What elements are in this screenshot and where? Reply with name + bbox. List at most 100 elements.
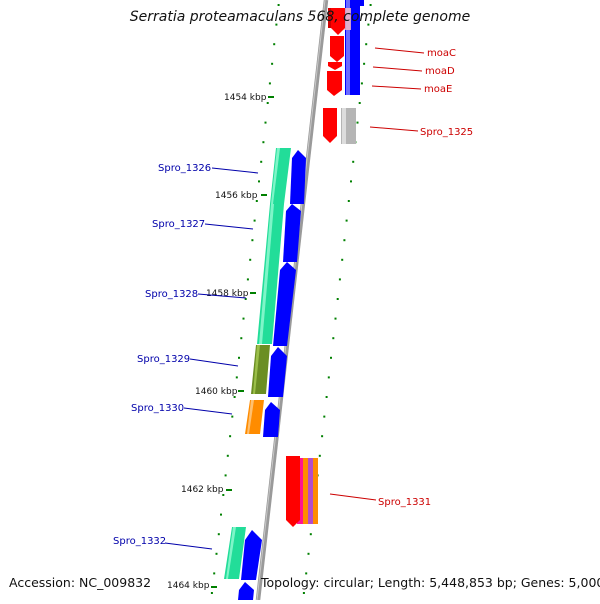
tick-dot-right (330, 356, 332, 359)
kbp-tick: 1462 kbp (181, 485, 232, 495)
cog-box (270, 148, 291, 204)
cog-track-left (224, 148, 291, 579)
tick-dot-right (350, 180, 352, 183)
label-leader-line (374, 47, 425, 54)
tick-dot-left (220, 513, 222, 516)
tick-dot-right (341, 258, 344, 261)
kbp-tick: 1460 kbp (195, 387, 244, 397)
tick-dot-left (235, 376, 238, 379)
cog-box (247, 400, 254, 434)
gene-arrow-reverse (323, 108, 337, 143)
kbp-tick-label: 1456 kbp (215, 191, 258, 201)
tick-dot-right (327, 376, 330, 379)
kbp-ticks: 1454 kbp 1456 kbp 1458 kbp 1460 kbp 1462… (167, 93, 274, 591)
label-leader-line (371, 85, 422, 90)
tick-dot-left (262, 141, 265, 144)
tick-dot-left (249, 258, 252, 261)
kbp-tick-label: 1460 kbp (195, 387, 238, 397)
tick-dot-right (338, 278, 341, 281)
gene-arrow-forward (241, 530, 262, 580)
tick-dot-right (347, 200, 350, 202)
gene-arrow-reverse (286, 456, 300, 527)
label-leader-line (189, 358, 239, 367)
tick-dot-right (332, 337, 335, 340)
gene-arrow-forward (350, 0, 364, 6)
cog-box (308, 458, 313, 524)
kbp-tick: 1454 kbp (224, 93, 274, 103)
tick-dot-left (229, 435, 232, 438)
label-leader-line (369, 126, 419, 132)
tick-dot-left (244, 298, 247, 300)
tick-dot-right (307, 552, 310, 555)
label-leader-line (372, 66, 423, 72)
tick-dot-left (231, 415, 234, 418)
tick-dot-left (246, 278, 249, 281)
tick-dot-right (365, 43, 368, 46)
label-leader-line (164, 542, 213, 550)
tick-dot-left (277, 4, 280, 6)
tick-dot-left (275, 23, 278, 26)
kbp-tick: 1458 kbp (206, 289, 256, 299)
tick-dot-left (210, 592, 213, 594)
gene-label-moaD: moaD (425, 66, 455, 77)
cog-box (253, 345, 260, 394)
map-title: Serratia proteamaculans 568, complete ge… (129, 9, 471, 25)
cog-box (303, 458, 308, 524)
tick-dot-left (266, 102, 269, 104)
gene-arrow-reverse-highlight (328, 8, 331, 28)
accession-text: Accession: NC_009832 (9, 575, 152, 590)
kbp-tick-label: 1464 kbp (167, 581, 210, 591)
tick-dot-left (255, 200, 258, 202)
tick-dot-right (352, 160, 355, 163)
gene-label-Spro_1326: Spro_1326 (158, 163, 211, 174)
tick-dot-right (336, 298, 339, 300)
tick-dot-left (213, 572, 216, 575)
gene-arrow-forward (268, 347, 287, 397)
tick-dot-left (224, 474, 227, 477)
tick-dot-right (325, 396, 328, 398)
tick-dot-right (309, 533, 312, 536)
tick-dot-left (238, 356, 240, 359)
tick-dot-left (268, 82, 271, 85)
tick-dot-left (217, 533, 220, 536)
cog-box (259, 204, 274, 344)
cog-box (271, 148, 280, 204)
tick-dot-left (242, 317, 245, 320)
gene-arrow-reverse (330, 36, 344, 62)
gene-label-Spro_1332: Spro_1332 (113, 536, 166, 547)
kbp-tick-label: 1458 kbp (206, 289, 249, 299)
genome-summary-text: Topology: circular; Length: 5,448,853 bp… (261, 575, 600, 590)
tick-dot-right (369, 4, 372, 6)
tick-dot-right (334, 317, 337, 320)
kbp-tick: 1464 kbp (167, 581, 217, 591)
gene-arrow-reverse (328, 62, 342, 70)
label-leader-line (183, 407, 233, 415)
tick-dot-right (305, 572, 308, 575)
gene-label-Spro_1330: Spro_1330 (131, 403, 184, 414)
tick-dot-right (360, 82, 363, 85)
tick-track-dots (210, 4, 372, 594)
tick-dot-right (318, 454, 321, 457)
tick-dot-left (271, 62, 274, 65)
tick-dot-right (356, 121, 359, 124)
kbp-tick-label: 1462 kbp (181, 485, 224, 495)
forward-genes (238, 0, 364, 600)
tick-dot-right (363, 62, 366, 65)
kbp-tick: 1456 kbp (215, 191, 267, 201)
label-leader-line (211, 167, 259, 174)
cog-box (226, 527, 236, 579)
tick-dot-left (273, 43, 276, 46)
gene-arrow-forward (238, 582, 254, 600)
tick-dot-left (222, 494, 225, 496)
cog-box (342, 108, 346, 144)
gene-arrow-reverse (331, 8, 345, 35)
gene-label-Spro_1331: Spro_1331 (378, 497, 431, 508)
reverse-genes (286, 8, 345, 527)
gene-arrow-reverse (327, 71, 342, 96)
tick-dot-left (215, 552, 218, 555)
gene-label-moaC: moaC (427, 48, 456, 59)
cog-box (346, 0, 350, 95)
tick-dot-right (367, 23, 370, 26)
gene-arrow-forward (273, 262, 296, 346)
